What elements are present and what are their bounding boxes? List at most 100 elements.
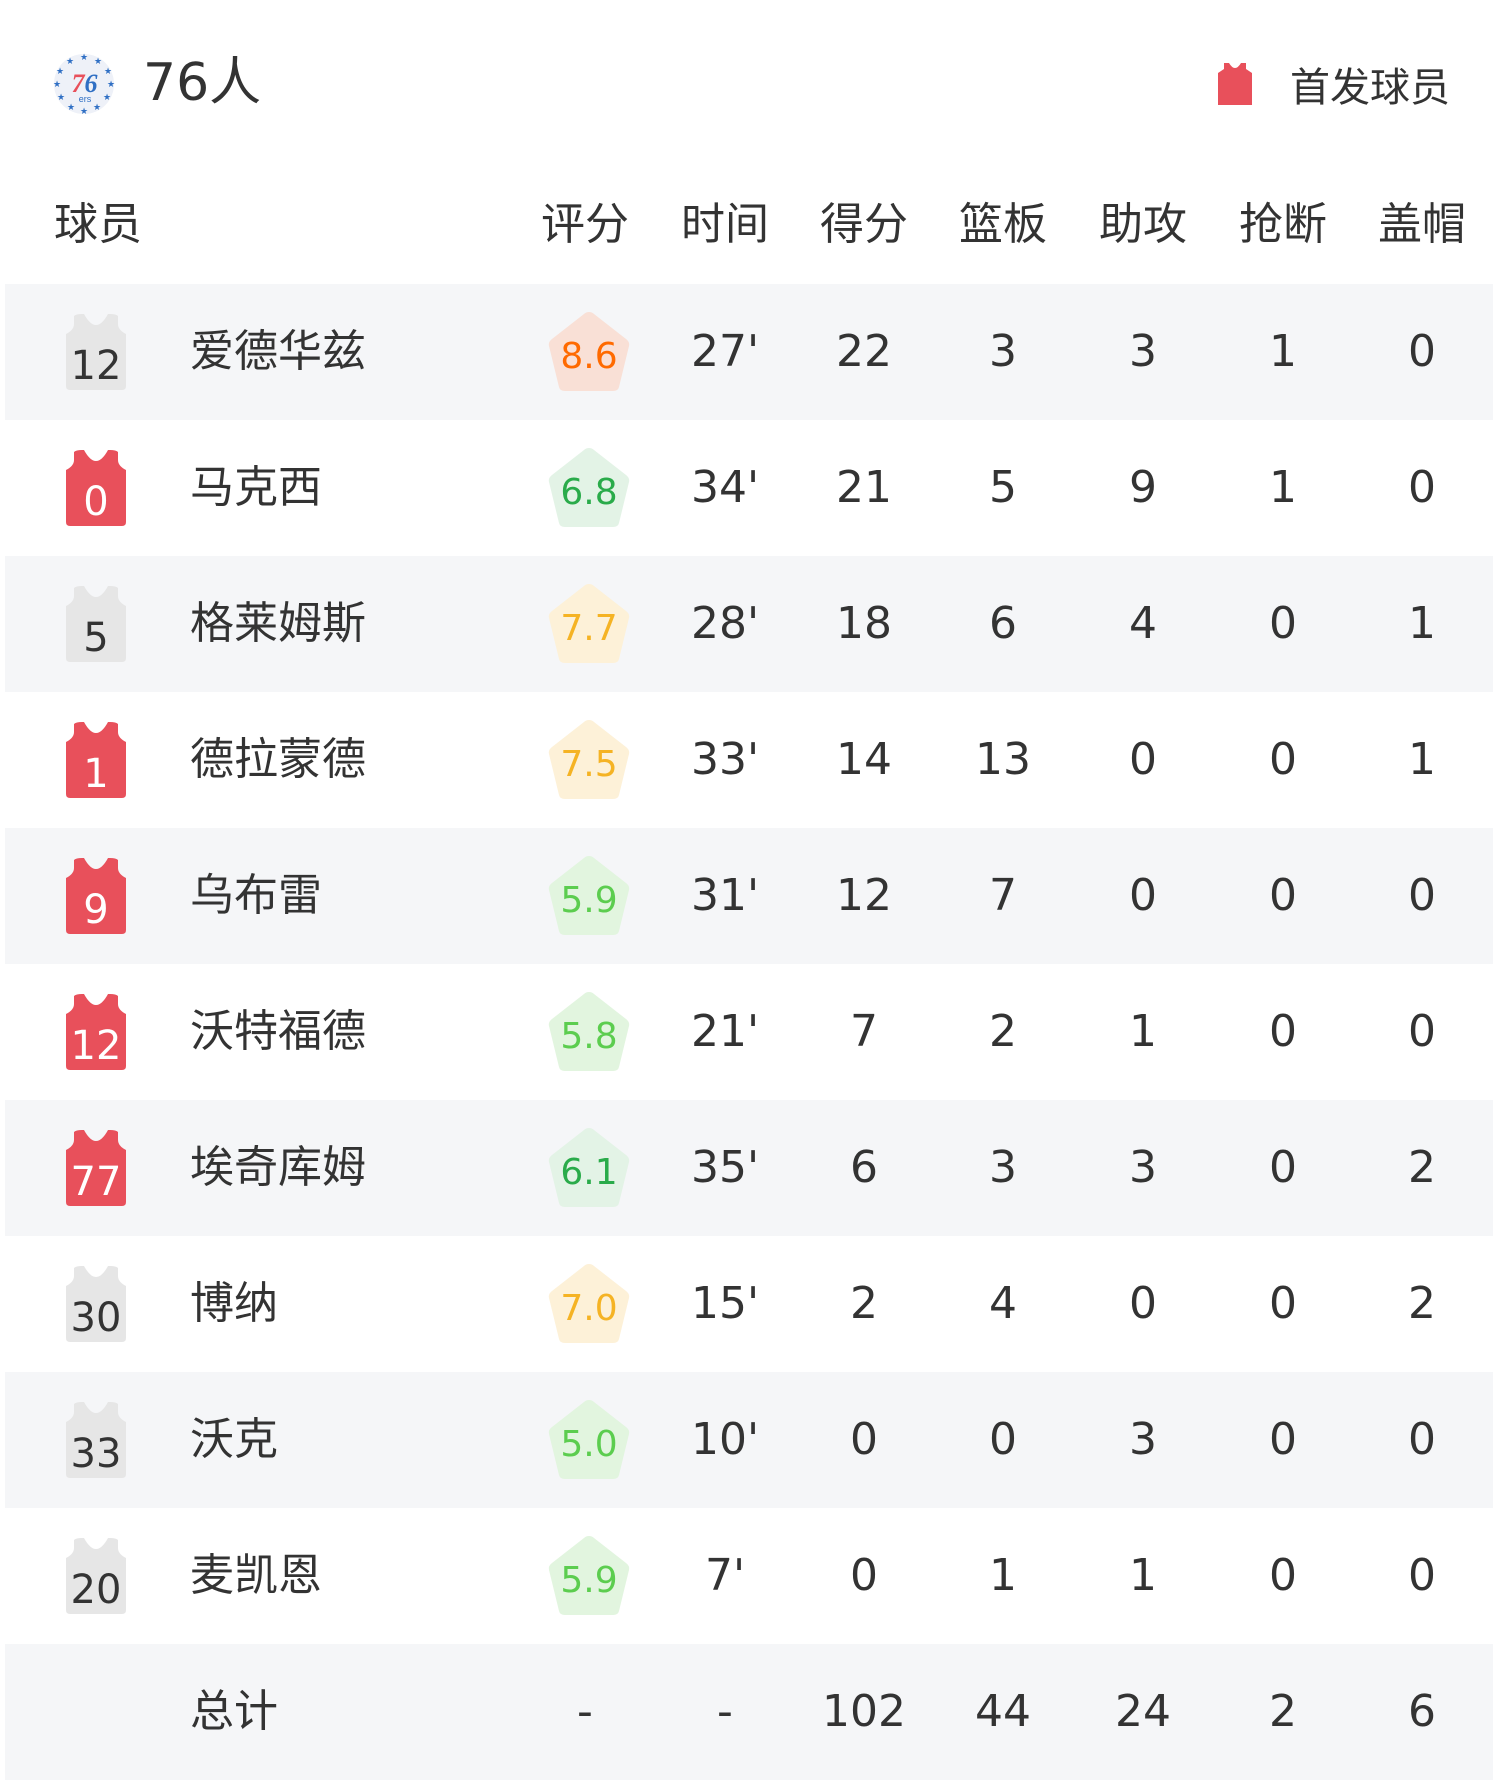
pentagon-icon (548, 856, 630, 935)
stat-rebounds: 3 (989, 326, 1017, 377)
player-name[interactable]: 埃奇库姆 (190, 1142, 366, 1193)
stat-rebounds: 6 (989, 598, 1017, 649)
stat-steals: 0 (1269, 1414, 1297, 1465)
stat-steals: 0 (1269, 1142, 1297, 1193)
jersey-number: 30 (70, 1295, 122, 1341)
player-row[interactable]: 33 沃克 5.0 10' 0 0 3 0 0 (5, 1372, 1493, 1508)
player-name[interactable]: 格莱姆斯 (190, 598, 366, 649)
stat-time: 28' (690, 598, 760, 649)
rating-value: 6.8 (560, 472, 618, 513)
player-row[interactable]: 5 格莱姆斯 7.7 28' 18 6 4 0 1 (5, 556, 1493, 692)
column-headers: 球员 评分 时间 得分 篮板 助攻 抢断 盖帽 (0, 190, 1500, 260)
rating-value: 5.0 (560, 1424, 618, 1465)
stat-points: 21 (836, 462, 892, 513)
rating-badge: 7.7 (546, 581, 632, 667)
svg-text:★: ★ (57, 93, 65, 103)
jersey-number-badge: 12 (60, 994, 132, 1070)
stat-blocks: 0 (1408, 1006, 1436, 1057)
svg-text:★: ★ (80, 53, 88, 63)
player-name[interactable]: 德拉蒙德 (190, 734, 366, 785)
player-name[interactable]: 马克西 (190, 462, 322, 513)
jersey-number: 12 (70, 343, 122, 389)
totals-row: 总计 - - 102 44 24 2 6 (5, 1644, 1493, 1780)
rating-badge: 6.1 (546, 1125, 632, 1211)
jersey-number: 5 (83, 615, 109, 661)
stat-blocks: 0 (1408, 870, 1436, 921)
svg-text:★: ★ (80, 107, 88, 116)
jersey-number-badge: 20 (60, 1538, 132, 1614)
stat-blocks: 2 (1408, 1278, 1436, 1329)
col-rebounds: 篮板 (959, 199, 1047, 250)
player-row[interactable]: 12 爱德华兹 8.6 27' 22 3 3 1 0 (5, 284, 1493, 420)
stat-rebounds: 3 (989, 1142, 1017, 1193)
player-name[interactable]: 博纳 (190, 1278, 278, 1329)
pentagon-icon (548, 720, 630, 799)
player-name[interactable]: 沃克 (190, 1414, 278, 1465)
stat-assists: 9 (1129, 462, 1157, 513)
svg-text:★: ★ (107, 80, 115, 90)
player-name[interactable]: 麦凯恩 (190, 1550, 322, 1601)
player-stats-table: 12 爱德华兹 8.6 27' 22 3 3 1 0 0 马克西 6.8 34' 21 5 9 1 0 5 格莱姆斯 7… (5, 284, 1493, 1780)
player-row[interactable]: 0 马克西 6.8 34' 21 5 9 1 0 (5, 420, 1493, 556)
stat-assists: 0 (1129, 734, 1157, 785)
jersey-icon (66, 586, 126, 662)
rating-badge: 8.6 (546, 309, 632, 395)
jersey-number: 20 (70, 1567, 122, 1613)
player-row[interactable]: 12 沃特福德 5.8 21' 7 2 1 0 0 (5, 964, 1493, 1100)
stat-blocks: 1 (1408, 734, 1436, 785)
stat-time: 35' (690, 1142, 760, 1193)
stat-time: 27' (690, 326, 760, 377)
player-name[interactable]: 爱德华兹 (190, 326, 366, 377)
player-row[interactable]: 1 德拉蒙德 7.5 33' 14 13 0 0 1 (5, 692, 1493, 828)
stat-time: 31' (690, 870, 760, 921)
svg-text:ers: ers (79, 94, 92, 104)
rating-badge: 5.0 (546, 1397, 632, 1483)
stat-time: 15' (690, 1278, 760, 1329)
stat-rebounds: 0 (989, 1414, 1017, 1465)
player-row[interactable]: 9 乌布雷 5.9 31' 12 7 0 0 0 (5, 828, 1493, 964)
total-points: 102 (822, 1686, 906, 1737)
jersey-icon (66, 1130, 126, 1206)
pentagon-icon (548, 992, 630, 1071)
stat-blocks: 2 (1408, 1142, 1436, 1193)
svg-text:7: 7 (72, 69, 86, 98)
jersey-icon (66, 1538, 126, 1614)
player-row[interactable]: 30 博纳 7.0 15' 2 4 0 0 2 (5, 1236, 1493, 1372)
player-name[interactable]: 乌布雷 (190, 870, 322, 921)
stat-rebounds: 7 (989, 870, 1017, 921)
stat-assists: 4 (1129, 598, 1157, 649)
stat-rebounds: 13 (975, 734, 1031, 785)
rating-badge: 5.9 (546, 1533, 632, 1619)
starter-legend: 首发球员 (1212, 52, 1450, 116)
jersey-icon (1218, 63, 1252, 105)
stat-points: 2 (850, 1278, 878, 1329)
rating-badge: 6.8 (546, 445, 632, 531)
player-row[interactable]: 20 麦凯恩 5.9 7' 0 1 1 0 0 (5, 1508, 1493, 1644)
rating-value: 7.0 (560, 1288, 618, 1329)
stat-steals: 0 (1269, 734, 1297, 785)
stat-blocks: 0 (1408, 1414, 1436, 1465)
stat-assists: 0 (1129, 1278, 1157, 1329)
player-name[interactable]: 沃特福德 (190, 1006, 366, 1057)
svg-text:★: ★ (93, 103, 101, 113)
rating-value: 8.6 (560, 336, 618, 377)
stat-steals: 0 (1269, 870, 1297, 921)
stat-time: 21' (690, 1006, 760, 1057)
stat-rebounds: 1 (989, 1550, 1017, 1601)
player-row[interactable]: 77 埃奇库姆 6.1 35' 6 3 3 0 2 (5, 1100, 1493, 1236)
rating-value: 7.5 (560, 744, 618, 785)
total-assists: 24 (1115, 1686, 1171, 1737)
jersey-number-badge: 33 (60, 1402, 132, 1478)
svg-text:★: ★ (66, 57, 74, 67)
rating-value: 5.8 (560, 1016, 618, 1057)
svg-text:★: ★ (53, 80, 61, 90)
jersey-number-badge: 9 (60, 858, 132, 934)
pentagon-icon (548, 312, 630, 391)
jersey-icon (66, 450, 126, 526)
stat-steals: 0 (1269, 1550, 1297, 1601)
svg-text:★: ★ (56, 67, 64, 77)
stat-blocks: 0 (1408, 326, 1436, 377)
stat-assists: 0 (1129, 870, 1157, 921)
stat-steals: 0 (1269, 598, 1297, 649)
jersey-icon (66, 994, 126, 1070)
